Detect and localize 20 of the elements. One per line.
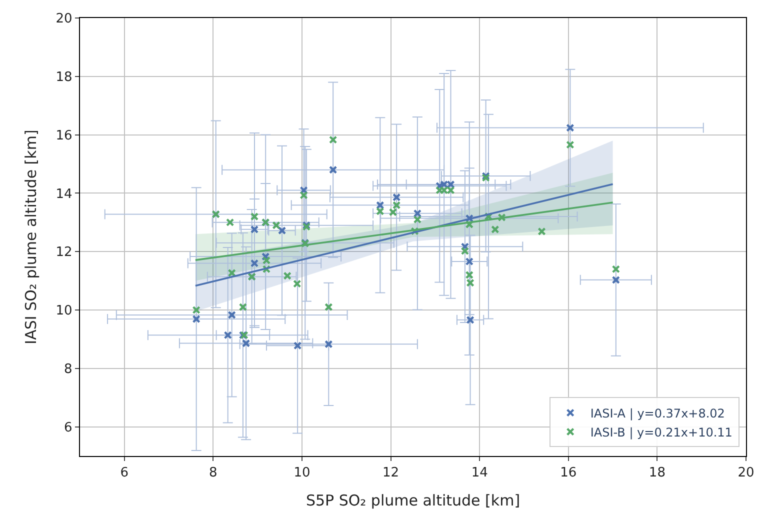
legend-label: IASI-A | y=0.37x+8.02 [590,406,725,420]
legend-label: IASI-B | y=0.21x+10.11 [590,425,732,440]
y-axis-title: IASI SO₂ plume altitude [km] [22,130,40,344]
y-tick-label: 18 [56,70,72,85]
x-tick-label: 14 [471,466,488,481]
x-tick-label: 18 [648,466,666,481]
y-tick-label: 6 [64,420,72,436]
x-tick-label: 6 [120,466,129,481]
y-tick-label: 20 [56,12,72,27]
y-tick-label: 14 [56,186,72,202]
y-tick-label: 16 [56,128,72,144]
y-tick-label: 12 [56,245,72,260]
x-tick-label: 10 [294,466,310,481]
x-tick-label: 8 [209,466,218,481]
x-tick-label: 12 [382,466,400,481]
x-tick-label: 20 [738,466,754,481]
x-axis-title: S5P SO₂ plume altitude [km] [306,492,520,510]
x-tick-label: 16 [560,466,577,481]
y-tick-label: 10 [56,304,72,319]
y-tick-label: 8 [64,362,72,377]
